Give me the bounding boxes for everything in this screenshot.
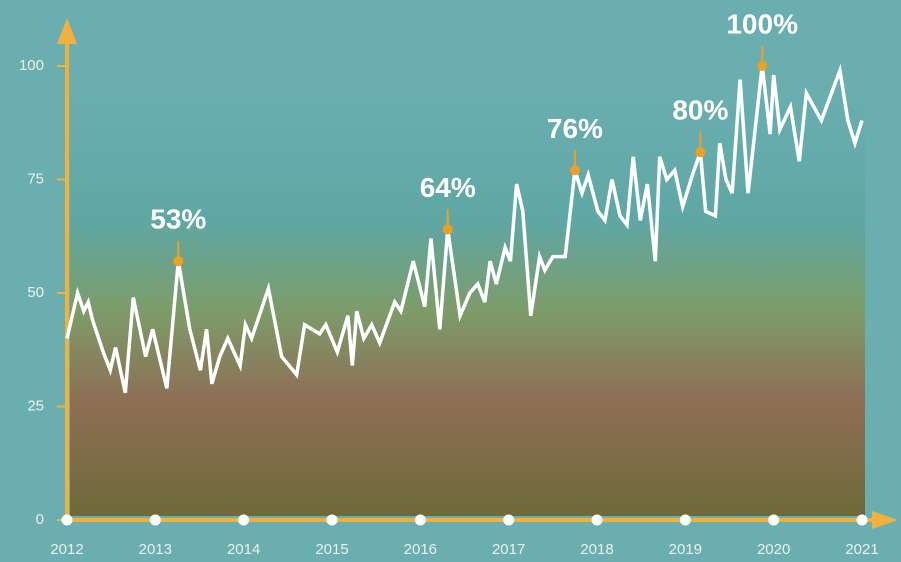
- x-tick: [414, 514, 426, 526]
- y-tick-label: 50: [27, 284, 44, 301]
- photo-fade: [70, 60, 865, 516]
- x-tick: [856, 514, 868, 526]
- x-tick: [326, 514, 338, 526]
- y-axis-arrow: [57, 18, 77, 44]
- x-tick: [591, 514, 603, 526]
- x-tick: [768, 514, 780, 526]
- annotation-label: 100%: [726, 8, 798, 39]
- y-tick-label: 25: [27, 397, 44, 414]
- x-tick-label: 2012: [50, 541, 83, 558]
- annotation-label: 76%: [547, 113, 603, 144]
- annotation-point: [757, 61, 768, 71]
- x-tick-label: 2019: [669, 541, 702, 558]
- annotation-point: [695, 147, 706, 158]
- x-tick: [238, 514, 250, 526]
- x-axis-arrow: [872, 511, 898, 529]
- x-tick-label: 2017: [492, 541, 525, 558]
- x-tick: [679, 514, 691, 526]
- annotation-point: [569, 165, 580, 176]
- x-tick: [149, 514, 161, 526]
- x-tick-label: 2015: [315, 541, 348, 558]
- data-line: [65, 63, 864, 394]
- plot: 0 25 50 75 100 2012 2013 2014 2015 2016 2017 2018 20…: [19, 8, 898, 558]
- x-tick-label: 2013: [139, 541, 172, 558]
- annotation-point: [173, 256, 184, 267]
- annotation-label: 53%: [150, 204, 206, 235]
- x-tick: [503, 514, 515, 526]
- annotation-label: 64%: [420, 172, 476, 203]
- x-tick-label: 2018: [580, 541, 613, 558]
- annotation-label: 80%: [672, 95, 728, 126]
- x-tick-label: 2016: [404, 541, 437, 558]
- x-tick-label: 2021: [845, 541, 878, 558]
- y-tick-label: 100: [19, 57, 44, 74]
- y-tick-label: 0: [36, 511, 44, 528]
- x-tick-label: 2020: [757, 541, 790, 558]
- y-tick-label: 75: [27, 170, 44, 187]
- x-tick-label: 2014: [227, 541, 260, 558]
- x-tick: [61, 514, 73, 526]
- annotation-point: [442, 224, 453, 235]
